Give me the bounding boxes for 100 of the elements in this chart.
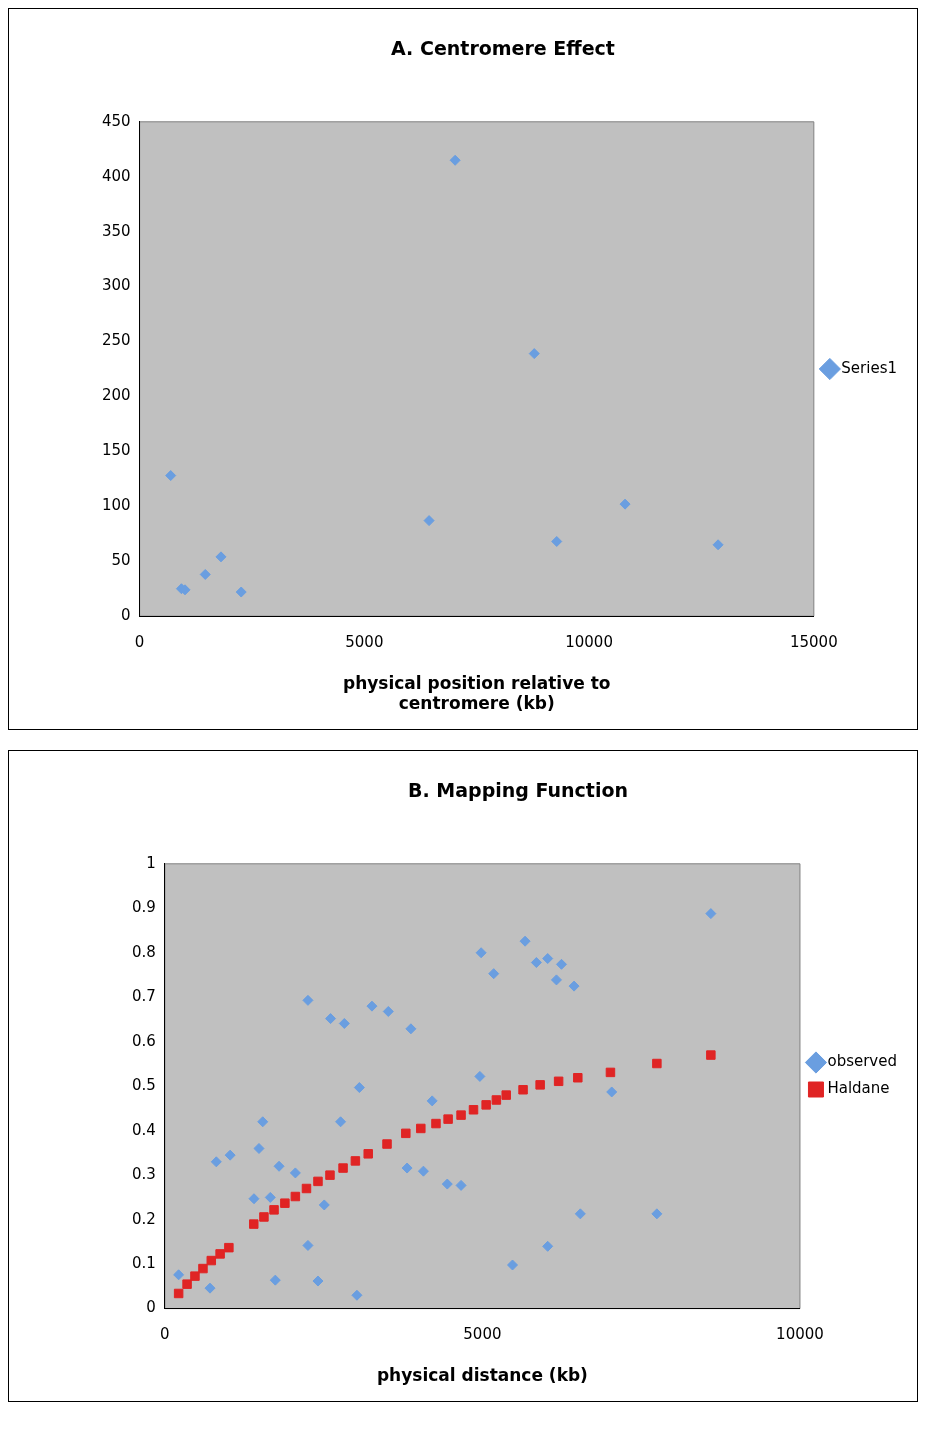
point: [350, 1156, 361, 1166]
y-tick-label: 150: [101, 441, 131, 460]
point: [426, 1095, 438, 1107]
point: [553, 1076, 564, 1087]
point: [488, 968, 500, 980]
y-tick-label: 0.2: [132, 1209, 156, 1228]
y-tick-label: 0.3: [132, 1165, 156, 1184]
y-tick-label: 0.4: [132, 1120, 156, 1139]
point: [248, 1193, 260, 1205]
point: [325, 1170, 335, 1180]
x-tick-label: 5000: [463, 1325, 502, 1344]
point: [449, 154, 461, 166]
point: [542, 953, 554, 965]
point: [173, 1269, 185, 1281]
point: [619, 498, 631, 510]
chart-title: A. Centromere Effect: [391, 37, 615, 60]
point: [382, 1139, 392, 1149]
point: [573, 1073, 583, 1083]
point: [173, 1288, 184, 1299]
point: [431, 1118, 441, 1129]
point: [190, 1271, 200, 1281]
point: [199, 568, 211, 580]
point: [401, 1162, 413, 1174]
x-axis-title: physical distance (kb): [376, 1365, 588, 1386]
x-tick-label: 15000: [789, 633, 838, 652]
point: [416, 1123, 426, 1134]
point: [605, 1067, 616, 1078]
point: [165, 470, 177, 482]
point: [491, 1095, 502, 1105]
point: [481, 1100, 491, 1110]
point: [530, 957, 542, 969]
y-tick-label: 400: [101, 166, 131, 185]
point: [441, 1178, 453, 1190]
point: [210, 1156, 222, 1168]
point: [325, 1013, 337, 1025]
point: [302, 1239, 314, 1251]
point: [475, 947, 487, 959]
point: [535, 1080, 545, 1090]
point: [405, 1023, 417, 1035]
point: [198, 1263, 208, 1274]
point: [301, 1183, 312, 1194]
point: [215, 1249, 225, 1259]
point: [551, 535, 563, 547]
y-tick-label: 450: [101, 111, 131, 130]
point: [518, 1085, 528, 1095]
point: [366, 1000, 378, 1012]
point: [417, 1165, 429, 1177]
y-tick-label: 0.7: [132, 987, 156, 1006]
legend-label: Haldane: [827, 1079, 890, 1098]
point: [652, 1058, 662, 1069]
point: [313, 1176, 323, 1187]
point: [501, 1090, 511, 1100]
y-tick-label: 0.8: [132, 942, 156, 961]
point: [423, 515, 435, 527]
point: [302, 994, 314, 1006]
point: [335, 1116, 347, 1128]
y-tick-label: 0: [121, 606, 131, 625]
point: [257, 1116, 269, 1128]
point: [215, 551, 227, 563]
point: [338, 1163, 348, 1173]
y-tick-label: 350: [101, 221, 131, 240]
point: [363, 1149, 373, 1159]
y-tick-label: 0.1: [132, 1254, 156, 1273]
point: [273, 1160, 285, 1172]
point: [253, 1142, 265, 1154]
y-tick-label: 100: [101, 496, 131, 515]
point: [269, 1205, 279, 1215]
point: [455, 1179, 467, 1191]
point: [224, 1242, 234, 1253]
y-tick-label: 250: [101, 331, 131, 350]
point: [318, 1199, 330, 1211]
x-tick-label: 10000: [565, 633, 613, 652]
point: [382, 1005, 394, 1017]
x-tick-label: 5000: [345, 633, 384, 652]
x-tick-label: 10000: [776, 1325, 824, 1344]
point: [204, 1282, 216, 1294]
point: [280, 1198, 290, 1208]
y-tick-label: 0.9: [132, 898, 156, 917]
x-axis-title: physical position relative to centromere (kb): [342, 672, 611, 714]
point: [235, 586, 247, 598]
y-tick-label: 0.6: [132, 1031, 156, 1050]
point: [224, 1149, 236, 1161]
y-tick-label: 50: [111, 551, 131, 570]
y-tick-label: 0: [146, 1298, 156, 1317]
point: [606, 1086, 618, 1098]
point: [568, 980, 580, 992]
y-tick-label: 200: [101, 386, 131, 405]
point: [338, 1017, 350, 1029]
legend-label: observed: [827, 1052, 898, 1071]
legend-label: Series1: [841, 358, 897, 377]
y-tick-label: 1: [146, 853, 156, 872]
point: [519, 935, 531, 947]
point: [468, 1105, 479, 1115]
point: [542, 1240, 554, 1252]
point: [550, 974, 562, 986]
point: [264, 1191, 276, 1203]
point: [401, 1128, 411, 1139]
point: [351, 1289, 363, 1301]
point: [290, 1191, 301, 1202]
point: [269, 1274, 281, 1286]
